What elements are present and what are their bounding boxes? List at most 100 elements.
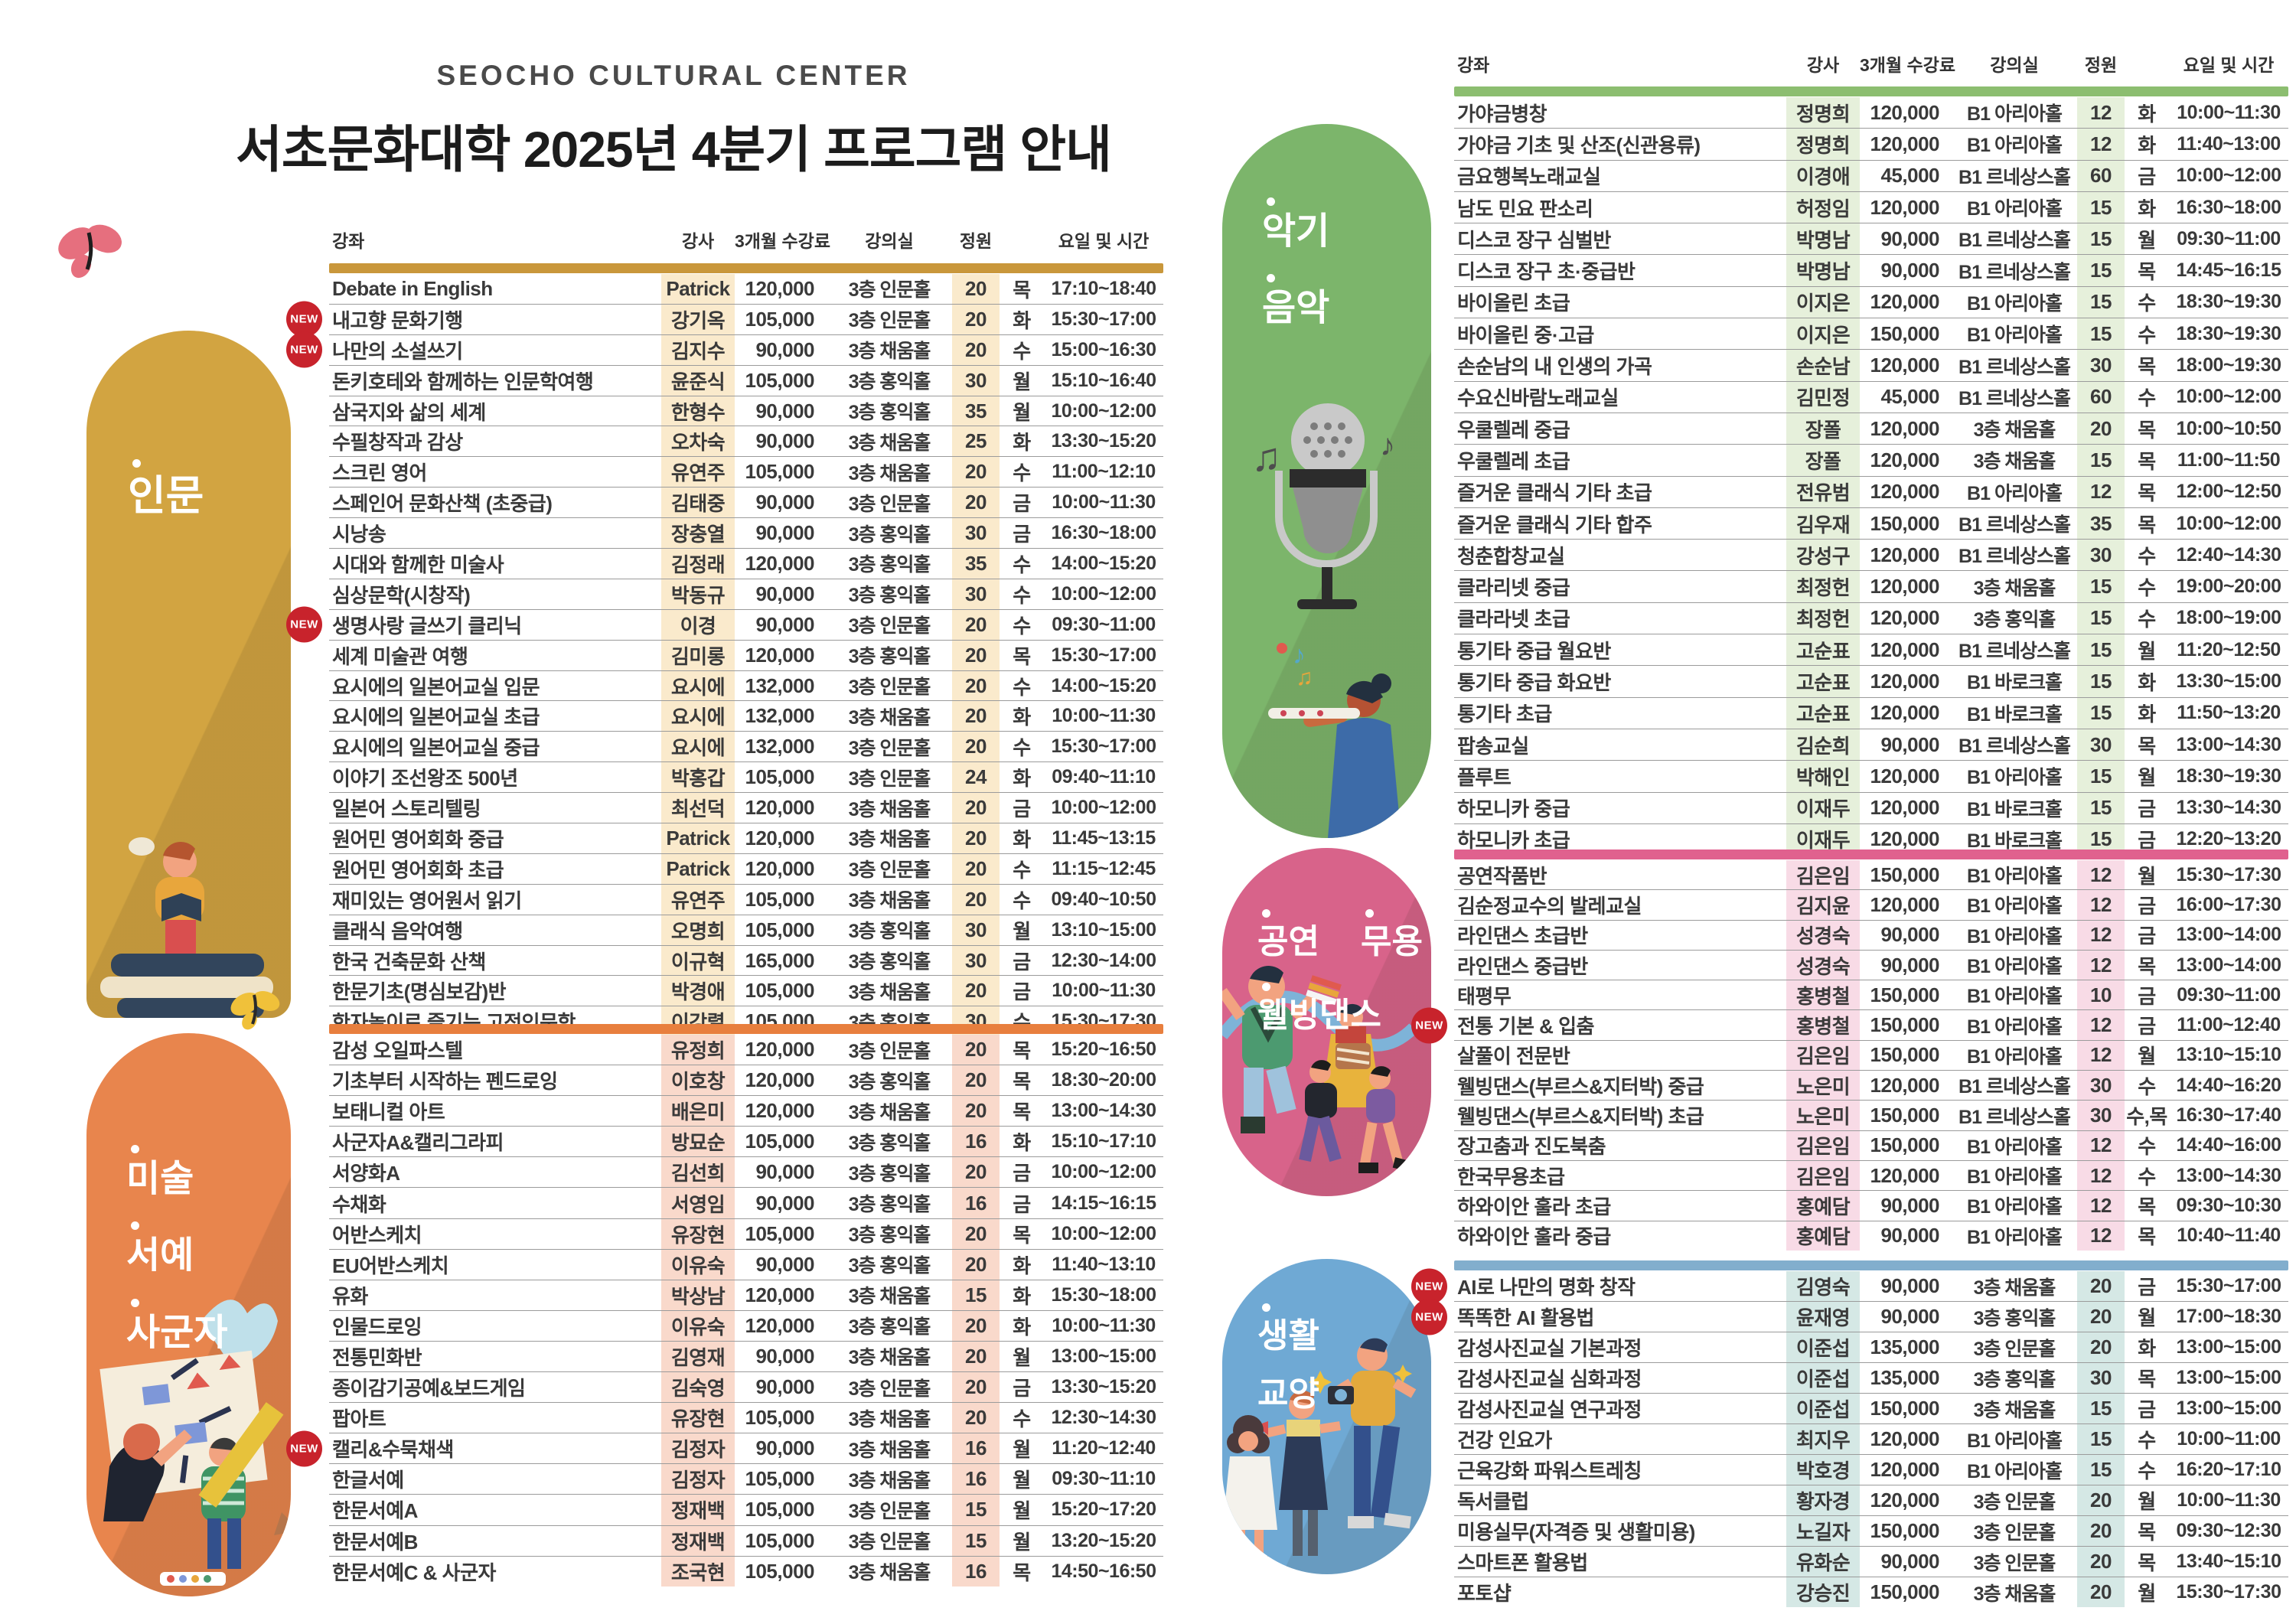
table-accent-bar <box>329 263 1163 273</box>
fee: 150,000 <box>1870 983 1940 1006</box>
day: 월 <box>2138 765 2156 789</box>
capacity: 25 <box>952 426 1000 457</box>
time: 15:30~18:00 <box>1051 1283 1156 1306</box>
day: 금 <box>2138 1398 2156 1421</box>
room: B1 바로크홀 <box>1967 703 2063 726</box>
instructor: 이지은 <box>1786 286 1860 318</box>
course-row: NEW 인물드로잉 이유숙 120,000 3층 홍익홀 20 화 10:00~… <box>329 1310 1163 1342</box>
course-row: NEW 한문기초(명심보감)반 박경애 105,000 3층 채움홀 20 금 … <box>329 976 1163 1007</box>
fee: 90,000 <box>1880 732 1939 756</box>
section-label-text: 인문 <box>128 459 204 518</box>
course-row: NEW 내고향 문화기행 강기옥 105,000 3층 인문홀 20 화 15:… <box>286 301 1163 338</box>
time: 12:40~14:30 <box>2176 543 2281 566</box>
room: 3층 인문홀 <box>1973 1338 2056 1360</box>
col-instructor: 강사 <box>1806 55 1840 75</box>
room: B1 아리아홀 <box>1967 292 2063 315</box>
time: 15:10~16:40 <box>1051 369 1156 391</box>
course-name: 살풀이 전문반 <box>1457 1045 1570 1068</box>
room: B1 르네상스홀 <box>1958 387 2071 409</box>
capacity: 15 <box>2077 191 2125 223</box>
day: 목 <box>1013 1560 1031 1584</box>
fee: 120,000 <box>1870 100 1940 124</box>
capacity: 20 <box>2077 1271 2125 1301</box>
time: 13:30~15:20 <box>1051 430 1156 452</box>
fee: 135,000 <box>1870 1335 1940 1358</box>
course-row: NEW 바이올린 초급 이지은 120,000 B1 아리아홀 15 수 18:… <box>1454 286 2288 319</box>
fee: 132,000 <box>745 673 815 697</box>
day: 목 <box>2138 449 2156 473</box>
course-row: NEW 라인댄스 중급반 성경숙 90,000 B1 아리아홀 12 목 13:… <box>1454 950 2288 981</box>
time: 15:30~17:30 <box>2176 1581 2281 1603</box>
instructor: 김은임 <box>1786 1040 1860 1071</box>
course-name: Debate in English <box>332 276 493 300</box>
day: 금 <box>2138 1015 2156 1039</box>
day: 수 <box>2138 608 2156 631</box>
course-row: NEW 감성 오일파스텔 유정희 120,000 3층 인문홀 20 목 15:… <box>329 1035 1163 1066</box>
section-label-text: 미술 <box>126 1145 194 1198</box>
instructor: 박해인 <box>1786 761 1860 792</box>
section-label-humanities: 인문 <box>86 331 291 518</box>
capacity: 20 <box>952 640 1000 670</box>
instructor: 이준섭 <box>1786 1394 1860 1423</box>
course-name: 기초부터 시작하는 펜드로잉 <box>332 1070 558 1094</box>
capacity: 15 <box>2077 571 2125 602</box>
day: 목 <box>1013 1039 1031 1063</box>
room: B1 아리아홀 <box>1967 1136 2063 1158</box>
time: 09:40~11:10 <box>1052 766 1156 788</box>
capacity: 12 <box>2077 97 2125 129</box>
day: 수 <box>1013 553 1031 576</box>
section-label-text: 무용 <box>1361 909 1423 960</box>
time: 17:00~18:30 <box>2176 1306 2281 1327</box>
fee: 165,000 <box>745 948 815 972</box>
capacity: 20 <box>952 334 1000 365</box>
fee: 120,000 <box>1870 669 1940 693</box>
course-row: NEW 디스코 장구 심벌반 박명남 90,000 B1 르네상스홀 15 월 … <box>1454 223 2288 256</box>
time: 15:30~17:30 <box>2176 863 2281 885</box>
col-room: 강의실 <box>865 231 914 251</box>
course-row: NEW 감성사진교실 연구과정 이준섭 150,000 3층 채움홀 15 금 … <box>1454 1394 2288 1424</box>
music-table: NEW 가야금병창 정명희 120,000 B1 아리아홀 12 화 10:00… <box>1454 86 2288 856</box>
capacity: 30 <box>952 579 1000 609</box>
day: 금 <box>2138 925 2156 948</box>
course-name: 디스코 장구 심벌반 <box>1457 228 1611 252</box>
instructor: 요시에 <box>661 732 735 762</box>
section-pill-music: 악기 음악 ♫ ♪ ♪ ♫ <box>1222 124 1431 838</box>
course-name: 금요행복노래교실 <box>1457 165 1601 189</box>
day: 화 <box>1013 767 1031 791</box>
fee: 105,000 <box>745 1130 815 1153</box>
room: 3층 채움홀 <box>1973 419 2056 442</box>
capacity: 15 <box>2077 761 2125 792</box>
capacity: 20 <box>952 1096 1000 1127</box>
fee: 120,000 <box>1870 132 1940 155</box>
course-row: NEW 라인댄스 초급반 성경숙 90,000 B1 아리아홀 12 금 13:… <box>1454 920 2288 951</box>
course-row: NEW Debate in English Patrick 120,000 3층… <box>329 274 1163 305</box>
instructor: 고순표 <box>1786 666 1860 697</box>
capacity: 12 <box>2077 476 2125 507</box>
fee: 105,000 <box>745 307 815 331</box>
course-row: NEW 심상문학(시창작) 박동규 90,000 3층 홍익홀 30 수 10:… <box>329 579 1163 610</box>
instructor: 박경애 <box>661 976 735 1006</box>
fee: 132,000 <box>745 735 815 758</box>
instructor: 홍예담 <box>1786 1191 1860 1221</box>
capacity: 12 <box>2077 1010 2125 1040</box>
day: 수 <box>2138 576 2156 600</box>
day: 화 <box>2138 197 2156 220</box>
fee: 150,000 <box>1870 1043 1940 1067</box>
fee: 45,000 <box>1880 385 1939 409</box>
capacity: 16 <box>952 1464 1000 1495</box>
instructor: 노은미 <box>1786 1071 1860 1101</box>
section-label-text: 공연 <box>1257 909 1319 960</box>
day: 목 <box>2138 734 2156 758</box>
day: 목 <box>1013 1070 1031 1094</box>
day: 월 <box>1013 919 1031 943</box>
fee: 120,000 <box>745 796 815 820</box>
fee: 120,000 <box>1870 480 1940 504</box>
time: 10:00~12:00 <box>1051 1161 1156 1183</box>
course-row: NEW 원어민 영어회화 초급 Patrick 120,000 3층 인문홀 2… <box>329 853 1163 885</box>
room: B1 르네상스홀 <box>1958 261 2071 283</box>
day: 금 <box>1013 980 1031 1004</box>
time: 19:00~20:00 <box>2176 576 2281 598</box>
room: B1 아리아홀 <box>1967 767 2063 789</box>
day: 금 <box>2138 984 2156 1008</box>
humanities-table: NEW Debate in English Patrick 120,000 3층… <box>286 263 1163 1037</box>
